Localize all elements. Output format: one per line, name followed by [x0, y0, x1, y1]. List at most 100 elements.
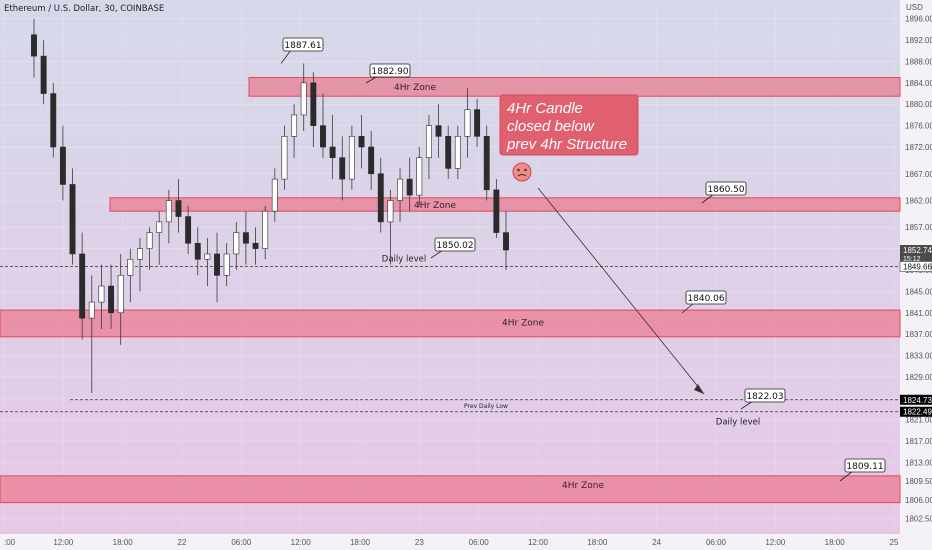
time-axis-panel[interactable]	[0, 534, 900, 550]
level-label: Prev Daily Low	[464, 403, 508, 410]
x-tick-label: 24	[652, 538, 661, 547]
y-tick-label: 1813.00	[905, 458, 932, 467]
price-callout: 1850.02	[430, 237, 476, 259]
candle-body	[281, 136, 288, 180]
price-callout: 1840.06	[681, 290, 727, 314]
x-tick-label: :00	[4, 538, 16, 547]
candle	[137, 237, 143, 292]
candle-body	[146, 232, 153, 249]
x-tick-label: 12:00	[291, 538, 312, 547]
candle	[377, 157, 384, 233]
x-tick-label: 22	[178, 538, 187, 547]
time-axis: :00 12:00 18:00 22 06:00 12:00 18:00 23 06:00 12:…	[4, 538, 899, 547]
y-tick-label: 1892.00	[905, 36, 932, 45]
price-badge-text: 1822.49	[903, 408, 932, 417]
y-tick-label: 1837.00	[905, 330, 932, 339]
price-callout: 1809.11	[839, 458, 886, 482]
x-tick-label: 18:00	[587, 538, 608, 547]
candlestick-series	[31, 18, 509, 393]
candle	[387, 189, 394, 265]
y-tick-label: 1876.00	[905, 122, 932, 131]
candle-body	[50, 93, 57, 148]
x-tick-label: 25	[890, 538, 899, 547]
candle	[146, 227, 153, 270]
candle	[79, 232, 86, 340]
candle-body	[397, 178, 403, 201]
annotation-note[interactable]: 4Hr Candle closed below prev 4hr Structu…	[499, 94, 639, 156]
candle-body	[194, 242, 201, 260]
callout-pointer	[701, 193, 715, 204]
callout-box	[282, 37, 324, 52]
candle-body	[98, 285, 105, 303]
candle-body	[69, 184, 76, 255]
y-tick-label: 1821.00	[905, 416, 932, 425]
symbol-header: Ethereum / U.S. Dollar, 30, COINBASE	[4, 4, 164, 14]
candle	[281, 125, 288, 190]
candle-body	[204, 253, 211, 260]
candle-body	[320, 125, 326, 148]
candle	[348, 125, 355, 190]
worried-face-icon	[512, 162, 532, 182]
zone-label: 4Hr Zone	[414, 201, 456, 211]
price-badge	[900, 394, 932, 405]
y-tick-label: 1829.00	[905, 373, 932, 382]
candle-body	[40, 55, 47, 94]
x-tick-label: 12:00	[765, 538, 786, 547]
candle-body	[185, 216, 192, 244]
candle-body	[445, 136, 452, 169]
callout-pointer	[681, 302, 695, 314]
candle-body	[88, 301, 95, 319]
candle	[233, 221, 240, 270]
y-tick-label: 1806.00	[905, 496, 932, 505]
x-tick-label: 18:00	[825, 538, 846, 547]
candle	[320, 93, 326, 158]
callout-text: 1822.03	[746, 392, 783, 402]
callout-box	[685, 290, 727, 305]
zone-label: 4Hr Zone	[562, 481, 604, 491]
candle-body	[310, 82, 317, 126]
price-badge	[899, 261, 932, 272]
candle	[368, 130, 375, 190]
y-tick-label: 1817.00	[905, 437, 932, 446]
x-tick-label: 06:00	[706, 538, 727, 547]
candle	[59, 125, 66, 201]
price-axis-panel[interactable]	[900, 0, 932, 550]
candle	[98, 264, 105, 329]
candle	[242, 211, 249, 265]
candle	[69, 168, 76, 265]
candle-body	[329, 146, 336, 159]
candle-body	[377, 173, 384, 223]
y-tick-label: 1809.50	[905, 477, 932, 486]
price-badge-text: 1824.73	[903, 396, 932, 405]
zone-box	[109, 197, 901, 212]
price-badge-text: 1849.66	[903, 262, 932, 271]
price-badge-text: 1852.74	[903, 246, 932, 255]
callout-pointer	[280, 49, 292, 64]
price-badge	[900, 406, 932, 417]
candle-body	[271, 178, 278, 212]
annotation-line-3: prev 4hr Structure	[506, 136, 627, 153]
candle	[291, 104, 298, 158]
candle	[435, 104, 442, 158]
y-tick-label: 1867.00	[905, 170, 932, 179]
y-tick-label: 1896.00	[905, 15, 932, 24]
candle-body	[214, 253, 220, 276]
candle-body	[406, 178, 413, 196]
callout-text: 1840.06	[687, 294, 724, 304]
x-tick-label: 18:00	[113, 538, 134, 547]
zone-label: 4Hr Zone	[394, 83, 436, 93]
candle	[329, 114, 336, 180]
candle	[474, 98, 481, 148]
candle	[214, 232, 220, 303]
price-callouts: 1887.61 1882.90 1860.50 1850.02 1840.06 1822.…	[280, 37, 886, 482]
x-tick-label: 06:00	[469, 538, 490, 547]
candle-body	[368, 146, 375, 175]
candle	[310, 72, 317, 148]
callout-box	[434, 237, 476, 252]
x-tick-label: 06:00	[231, 538, 252, 547]
price-callout: 1822.03	[740, 388, 786, 410]
zone-box	[248, 77, 901, 97]
candle-body	[464, 109, 471, 137]
candle-body	[262, 210, 269, 249]
